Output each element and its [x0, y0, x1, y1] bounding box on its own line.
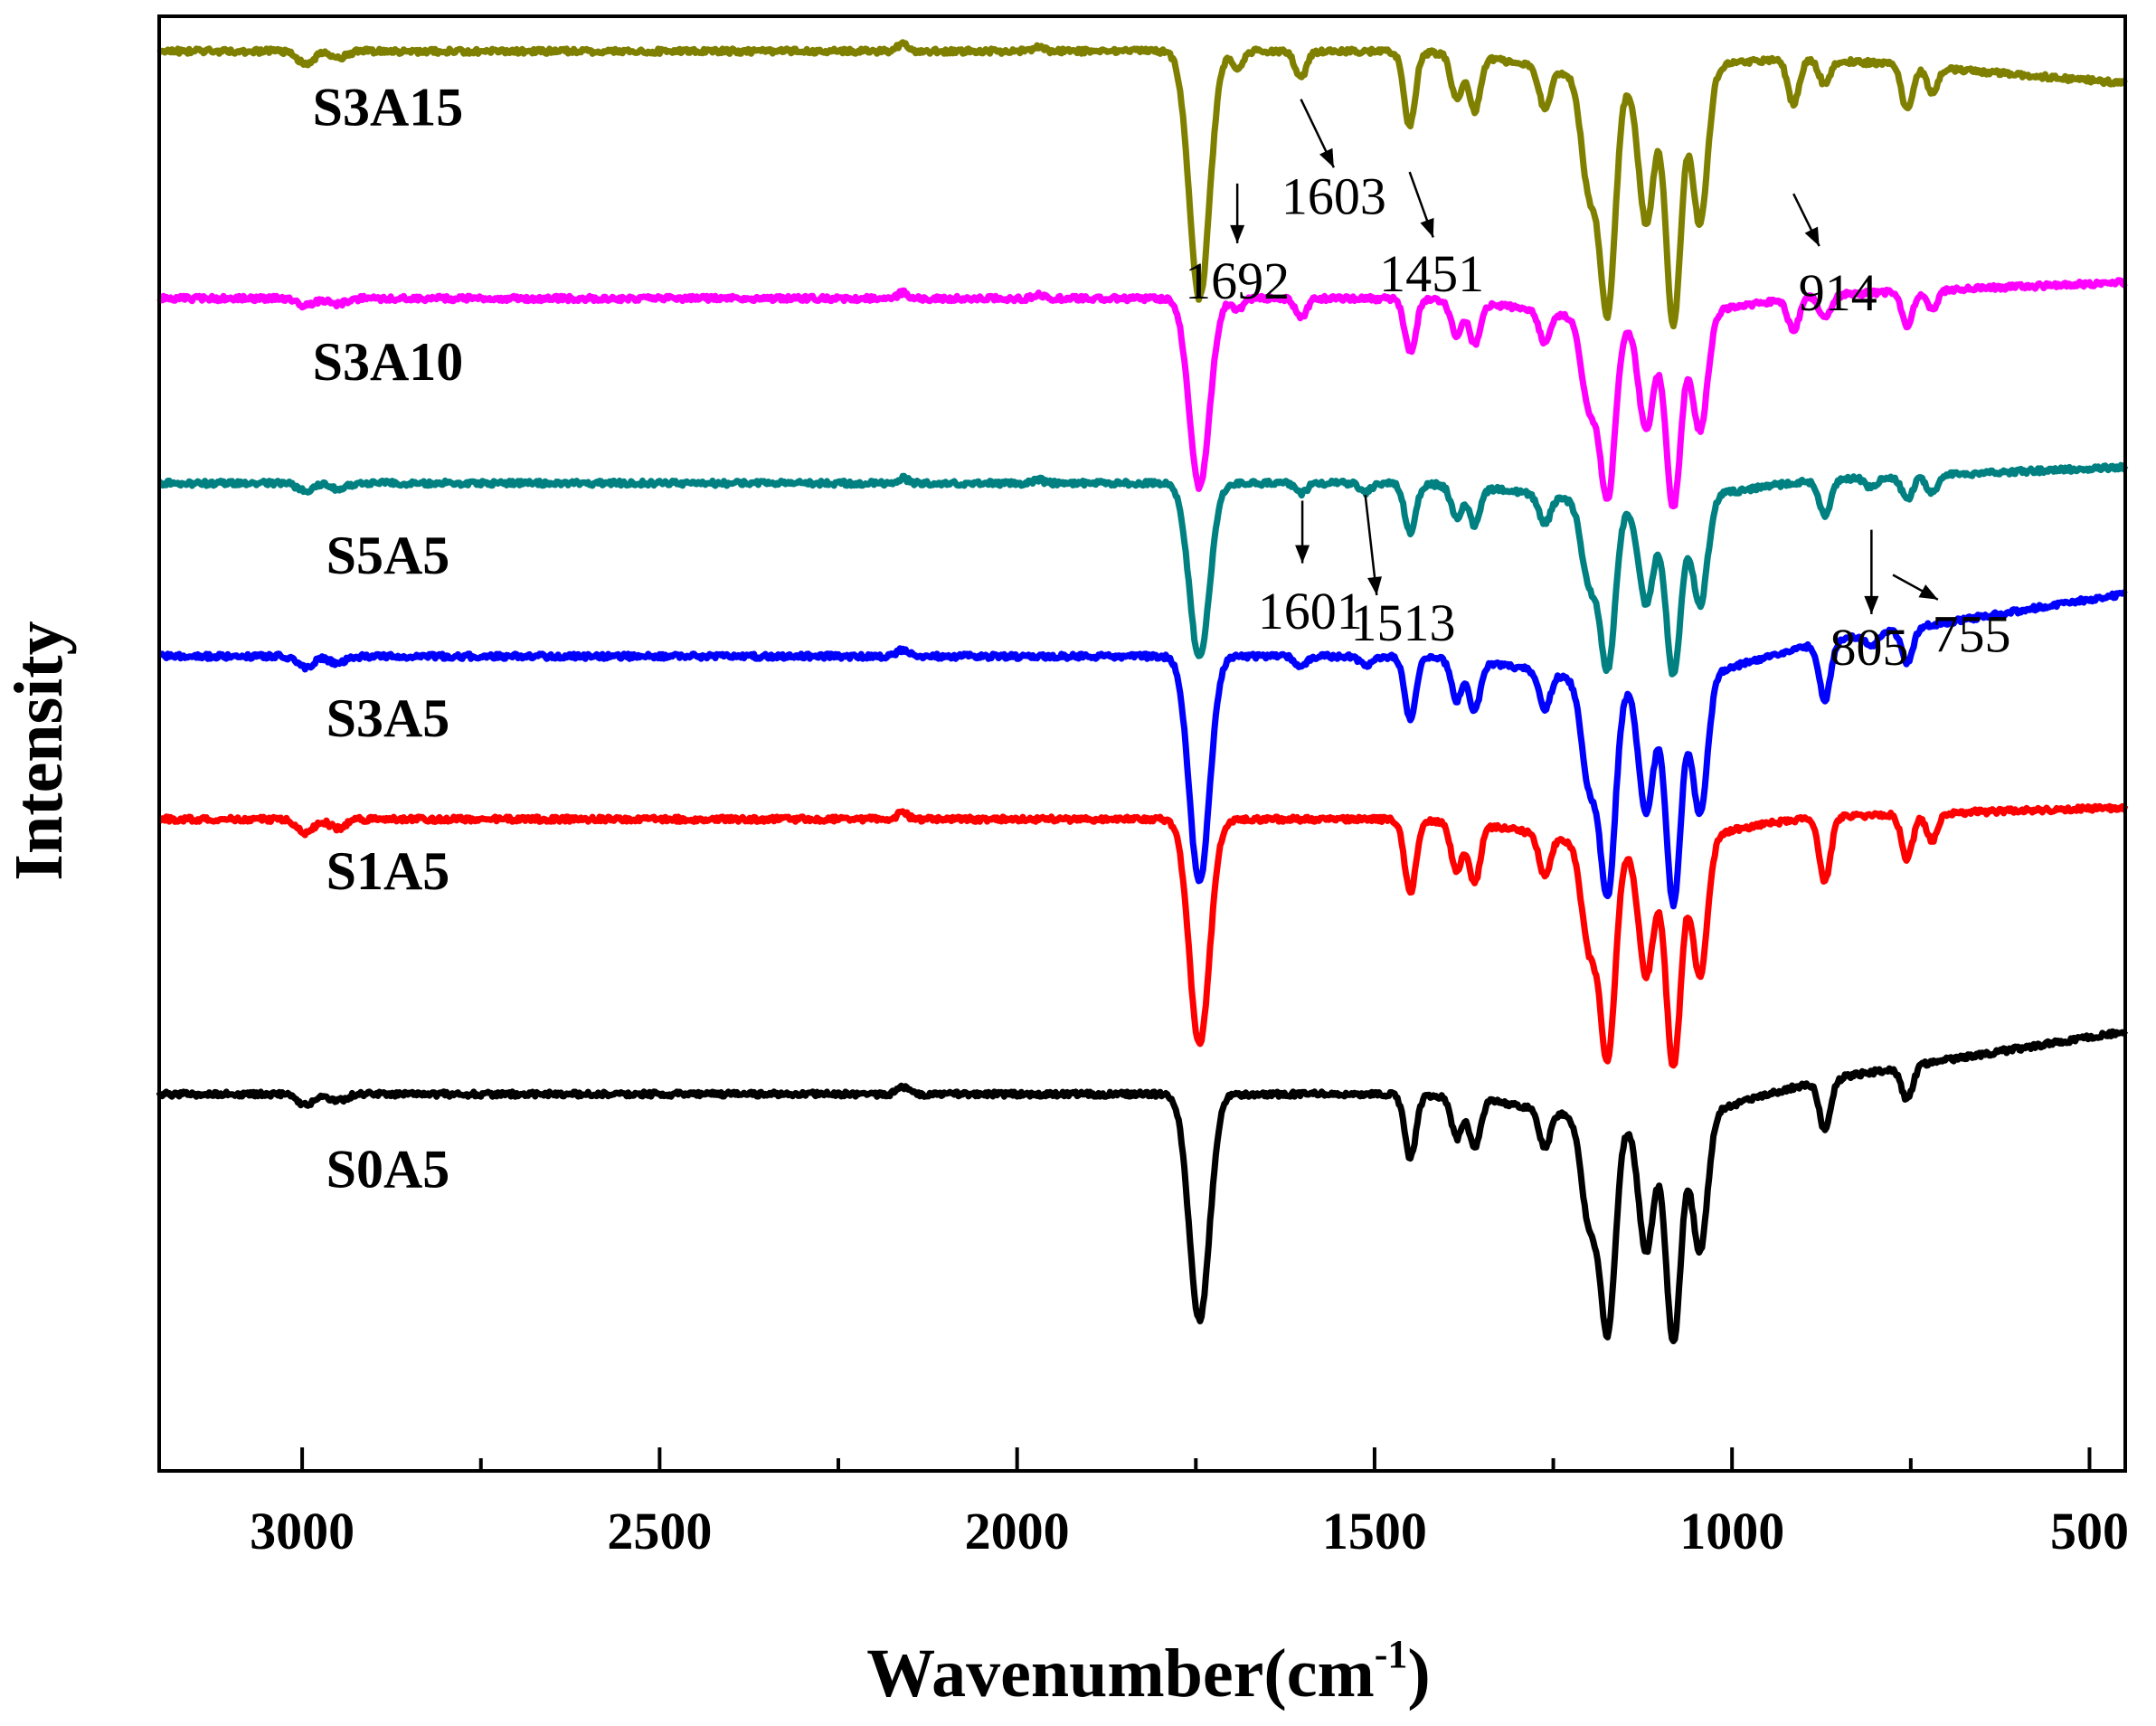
y-axis-title: Intensity — [1, 621, 77, 880]
trace-s0a5 — [156, 1028, 2129, 1344]
trace-s1a5 — [157, 802, 2129, 1069]
trace-s3a15 — [156, 39, 2128, 330]
series-label-s3a10: S3A10 — [313, 332, 464, 392]
axes: 3000 2500 2000 1500 1000 500 — [157, 14, 2129, 1560]
annotation-label-805: 805 — [1830, 618, 1908, 677]
annotation-label-1451: 1451 — [1379, 244, 1484, 303]
annotation-arrow-head-1451 — [1420, 217, 1434, 238]
x-tick-label-1000: 1000 — [1679, 1502, 1784, 1560]
annotation-arrow-head-914 — [1804, 226, 1820, 247]
annotation-label-914: 914 — [1799, 263, 1877, 322]
x-axis-title-text: Wavenumber(cm — [866, 1636, 1374, 1712]
x-tick-label-1500: 1500 — [1322, 1502, 1427, 1560]
annotation-1603: 1603 — [1281, 99, 1386, 226]
annotation-label-1513: 1513 — [1351, 593, 1456, 652]
annotation-arrow-head-1603 — [1319, 147, 1334, 168]
annotation-label-1601: 1601 — [1258, 582, 1363, 640]
x-axis-title-close: ) — [1407, 1636, 1430, 1712]
annotation-label-1603: 1603 — [1281, 167, 1386, 226]
x-tick-label-2500: 2500 — [607, 1502, 712, 1560]
series-label-s3a15: S3A15 — [313, 78, 464, 138]
series-label-s0a5: S0A5 — [326, 1139, 450, 1199]
annotation-1601: 1601 — [1258, 500, 1363, 640]
series-labels: S0A5 S1A5 S3A5 S5A5 S3A10 S3A15 — [313, 78, 464, 1200]
x-tick-label-2000: 2000 — [965, 1502, 1070, 1560]
x-axis-title: Wavenumber(cm-1) — [866, 1632, 1430, 1712]
annotation-1692: 1692 — [1185, 183, 1290, 310]
trace-s3a5 — [157, 589, 2128, 910]
trace-s3a10 — [156, 277, 2128, 510]
annotation-1513: 1513 — [1351, 494, 1456, 652]
series-label-s3a5: S3A5 — [326, 688, 450, 748]
annotation-755: 755 — [1892, 574, 2011, 664]
annotation-label-1692: 1692 — [1185, 251, 1290, 310]
trace-s5a5 — [156, 461, 2129, 678]
annotation-914: 914 — [1792, 193, 1877, 322]
annotation-1451: 1451 — [1379, 171, 1484, 303]
annotation-arrow-head-1513 — [1367, 576, 1382, 595]
annotation-arrow-head-755 — [1918, 584, 1938, 600]
x-axis-title-superscript: -1 — [1375, 1632, 1408, 1676]
spectrum-traces — [156, 39, 2129, 1344]
annotation-arrow-head-1692 — [1230, 224, 1245, 243]
series-label-s5a5: S5A5 — [326, 526, 450, 585]
plot-frame — [157, 14, 2127, 1473]
annotation-label-755: 755 — [1933, 605, 2011, 664]
x-tick-label-3000: 3000 — [250, 1502, 355, 1560]
annotation-arrow-head-1601 — [1295, 545, 1310, 564]
x-tick-label-500: 500 — [2050, 1502, 2129, 1560]
series-label-s1a5: S1A5 — [326, 841, 450, 901]
annotation-805: 805 — [1830, 529, 1908, 677]
annotation-arrow-head-805 — [1864, 595, 1879, 614]
